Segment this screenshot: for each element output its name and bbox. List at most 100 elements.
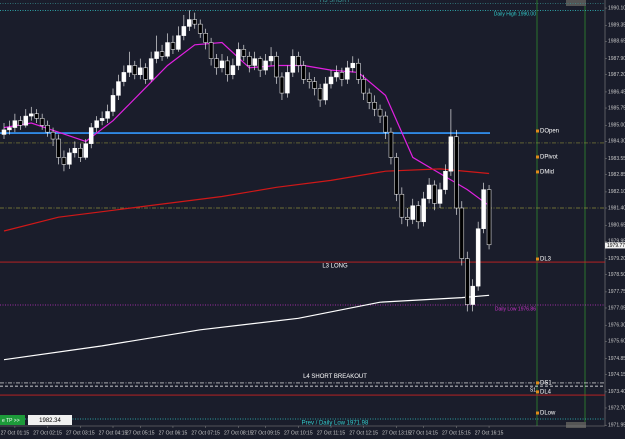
x-tick-label: 27 Oct 01:15 <box>1 430 30 436</box>
x-tick-label: 27 Oct 14:15 <box>409 430 438 436</box>
price-marker-box <box>605 242 625 249</box>
pivot-label: DMid <box>540 170 554 176</box>
candle-body <box>405 216 410 220</box>
candle-body <box>67 152 72 165</box>
x-tick-label: 27 Oct 10:15 <box>284 430 313 436</box>
candle-body <box>328 76 334 85</box>
candle-body <box>127 65 132 73</box>
tp-button-label[interactable]: e TP >> <box>2 418 20 424</box>
candle-body <box>7 127 12 131</box>
candle-body <box>426 184 432 200</box>
x-tick-label: 27 Oct 04:15 <box>99 430 128 436</box>
candle-body <box>415 205 421 223</box>
level-label: Daily Low 1976.86 <box>495 306 536 312</box>
candle-body <box>312 81 317 89</box>
candle-body <box>388 131 394 158</box>
candle-body <box>279 76 285 94</box>
x-tick-label: 27 Oct 15:15 <box>442 430 471 436</box>
candle-body <box>116 81 121 96</box>
candle-body <box>437 189 443 204</box>
candle-body <box>121 72 127 82</box>
x-tick-label: 27 Oct 05:15 <box>126 430 155 436</box>
candle-body <box>394 157 399 195</box>
candle-body <box>410 205 415 220</box>
level-label: Daily High 1990.00 <box>494 12 536 18</box>
pivot-label: DOpen <box>540 129 559 135</box>
candle-body <box>45 125 50 133</box>
candle-body <box>148 58 154 80</box>
y-tick-label: 1971.95 <box>608 423 625 429</box>
info-box <box>566 0 586 6</box>
price-marker-label: 1979.77 <box>607 243 625 249</box>
candle-body <box>323 83 328 101</box>
pivot-label: DL4 <box>540 389 552 395</box>
tp-value-box <box>28 415 72 425</box>
candle-body <box>34 113 39 119</box>
candle-body <box>296 56 301 66</box>
pivot-label: DLow <box>540 411 556 417</box>
candle-body <box>29 113 34 117</box>
pivot-marker <box>536 411 539 415</box>
candle-body <box>105 111 110 119</box>
candle-body <box>110 95 116 112</box>
y-tick-label: 1978.50 <box>608 272 625 278</box>
candle-body <box>230 65 236 75</box>
candle-body <box>350 62 356 69</box>
x-tick-label: 27 Oct 03:15 <box>66 430 95 436</box>
x-tick-label: 27 Oct 09:15 <box>251 430 280 436</box>
candle-body <box>236 49 241 66</box>
candle-body <box>181 26 187 36</box>
candle-body <box>268 56 274 62</box>
level-label: S1 <box>530 387 536 393</box>
y-tick-label: 1983.55 <box>608 156 625 162</box>
y-tick-label: 1985.75 <box>608 105 625 111</box>
candle-body <box>377 108 383 117</box>
candle-body <box>285 72 290 94</box>
y-tick-label: 1984.30 <box>608 139 625 145</box>
moving-average <box>3 168 490 232</box>
y-tick-label: 1977.05 <box>608 305 625 311</box>
y-tick-label: 1977.75 <box>608 289 625 295</box>
candle-body <box>334 72 339 78</box>
pivot-marker <box>536 170 539 174</box>
pivot-marker <box>536 155 539 159</box>
candle-body <box>263 60 268 71</box>
y-tick-label: 1979.95 <box>608 239 625 245</box>
candle-body <box>372 102 377 110</box>
candle-body <box>23 115 29 126</box>
candle-body <box>443 170 448 190</box>
candle-body <box>50 131 56 140</box>
x-tick-label: 27 Oct 11:15 <box>317 430 345 436</box>
tp-button[interactable] <box>0 415 25 425</box>
y-tick-label: 1987.90 <box>608 56 625 62</box>
candle-body <box>219 60 225 69</box>
candle-body <box>481 189 486 229</box>
level-label: Prev / Daily Low 1971.98 <box>302 421 369 427</box>
x-tick-label: 27 Oct 08:15 <box>224 430 253 436</box>
candle-body <box>83 143 88 158</box>
candle-body <box>399 193 405 218</box>
y-tick-label: 1982.10 <box>608 189 625 195</box>
candle-body <box>383 115 388 133</box>
candle-body <box>459 207 465 259</box>
x-tick-label: 27 Oct 13:15 <box>382 430 411 436</box>
candle-body <box>197 23 203 34</box>
candle-body <box>56 138 61 158</box>
candle-body <box>225 60 230 75</box>
candle-body <box>159 51 165 57</box>
pivot-marker <box>536 390 539 394</box>
y-tick-label: 1976.30 <box>608 323 625 329</box>
y-tick-label: 1973.40 <box>608 389 625 395</box>
candle-body <box>99 118 105 121</box>
y-tick-label: 1988.65 <box>608 39 625 45</box>
candle-body <box>366 92 372 103</box>
candle-body <box>132 65 138 75</box>
candle-body <box>192 19 197 25</box>
y-tick-label: 1981.40 <box>608 205 625 211</box>
x-tick-label: 27 Oct 16:15 <box>475 430 504 436</box>
y-tick-label: 1980.65 <box>608 223 625 229</box>
x-tick-label: 27 Oct 07:15 <box>191 430 220 436</box>
